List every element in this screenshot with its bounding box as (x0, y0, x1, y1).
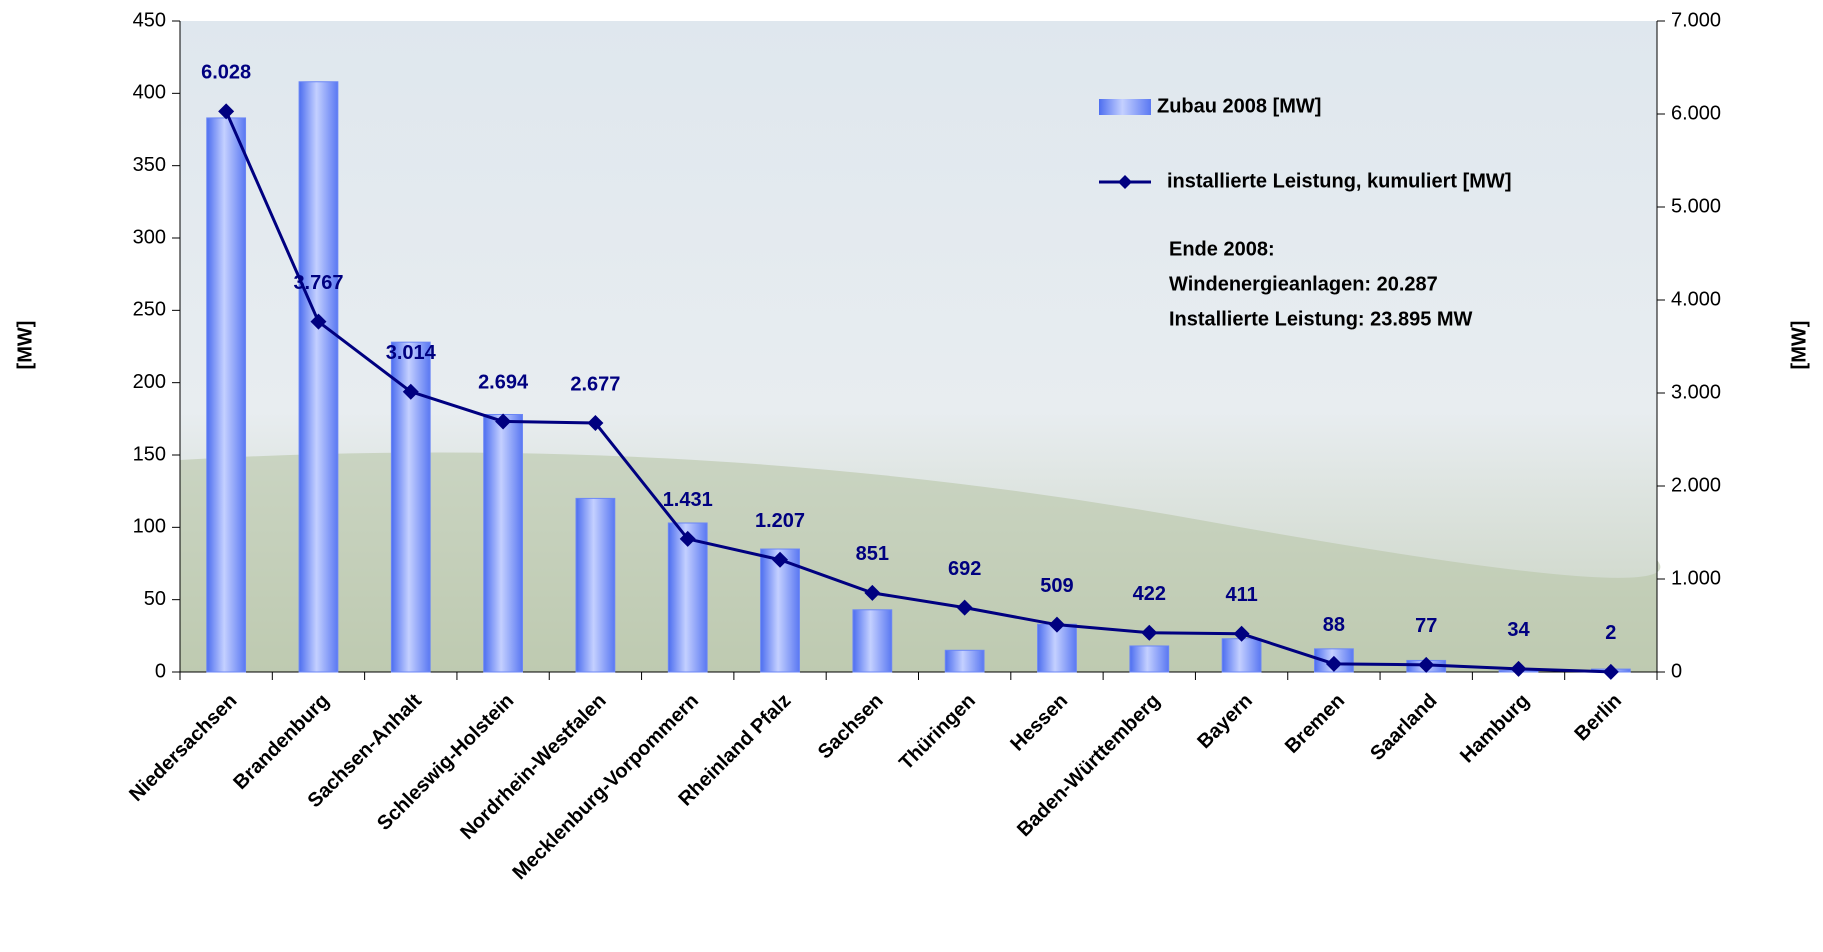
data-label: 3.014 (386, 342, 437, 364)
annotation: Windenergieanlagen: 20.287 (1169, 273, 1438, 295)
data-label: 692 (948, 558, 981, 580)
y2-tick-label: 3.000 (1671, 381, 1721, 403)
y-tick-label: 350 (133, 154, 166, 176)
y-tick-label: 450 (133, 9, 166, 31)
y-tick-label: 50 (144, 588, 166, 610)
bar (299, 82, 338, 672)
x-tick-label: Sachsen (814, 690, 888, 764)
x-tick-label: Bremen (1281, 690, 1349, 758)
y-tick-label: 400 (133, 82, 166, 104)
data-label: 2.677 (570, 373, 620, 395)
y2-tick-label: 7.000 (1671, 9, 1721, 31)
annotation: Ende 2008: (1169, 238, 1275, 260)
x-tick-label: Hamburg (1456, 690, 1534, 768)
x-tick-label: Berlin (1570, 690, 1626, 746)
data-label: 3.767 (293, 272, 343, 294)
x-tick-label: Brandenburg (229, 690, 333, 794)
bar (1130, 646, 1169, 672)
y2-tick-label: 1.000 (1671, 567, 1721, 589)
chart: [MW] [MW] Zubau 2008 [MW] installierte L… (0, 0, 1823, 952)
x-tick-label: Saarland (1366, 690, 1441, 765)
bar (945, 650, 984, 672)
y2-axis-label: [MW] (1788, 321, 1810, 370)
y-tick-label: 300 (133, 226, 166, 248)
bar (1222, 639, 1261, 672)
x-tick-label: Hessen (1006, 690, 1072, 756)
data-label: 2 (1605, 622, 1616, 644)
y-tick-label: 0 (155, 660, 166, 682)
y2-tick-label: 6.000 (1671, 102, 1721, 124)
x-tick-label: Mecklenburg-Vorpommern (509, 690, 703, 884)
y-tick-label: 100 (133, 516, 166, 538)
x-tick-label: Thüringen (895, 690, 980, 775)
data-label: 6.028 (201, 62, 251, 84)
legend-label: installierte Leistung, kumuliert [MW] (1167, 170, 1511, 192)
data-label: 1.207 (755, 510, 805, 532)
x-tick-label: Bayern (1193, 690, 1257, 754)
data-label: 1.431 (663, 489, 713, 511)
y-tick-label: 250 (133, 299, 166, 321)
data-label: 88 (1323, 614, 1345, 636)
legend-swatch (1099, 99, 1151, 115)
data-label: 509 (1040, 575, 1073, 597)
y2-tick-label: 5.000 (1671, 195, 1721, 217)
data-label: 34 (1507, 619, 1530, 641)
y2-tick-label: 2.000 (1671, 474, 1721, 496)
annotation: Installierte Leistung: 23.895 MW (1169, 308, 1473, 330)
y2-tick-label: 0 (1671, 660, 1682, 682)
bar (853, 610, 892, 672)
y2-tick-label: 4.000 (1671, 288, 1721, 310)
x-tick-label: Niedersachsen (125, 690, 241, 806)
y-tick-label: 150 (133, 443, 166, 465)
legend-label: Zubau 2008 [MW] (1157, 95, 1321, 117)
bar (576, 498, 615, 672)
data-label: 77 (1415, 615, 1437, 637)
y-axis-label: [MW] (14, 321, 36, 370)
data-label: 2.694 (478, 372, 529, 394)
data-label: 422 (1133, 583, 1166, 605)
data-label: 411 (1225, 584, 1257, 606)
data-label: 851 (856, 543, 889, 565)
bar (207, 118, 246, 672)
y-tick-label: 200 (133, 371, 166, 393)
bar (484, 414, 523, 672)
